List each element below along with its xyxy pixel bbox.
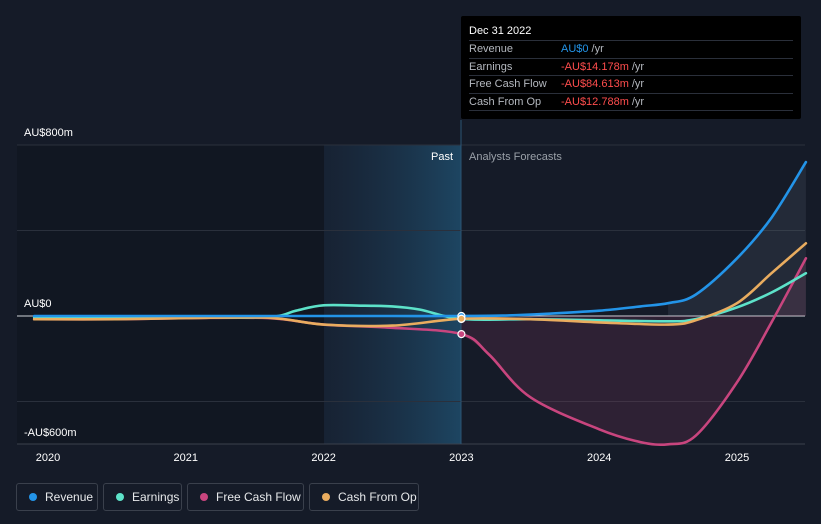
legend-label: Revenue	[45, 490, 94, 504]
tooltip-divider	[469, 110, 793, 111]
x-tick-label: 2022	[311, 452, 335, 464]
y-label-zero: AU$0	[24, 298, 52, 310]
x-axis-ticks: 2020 2021 2022 2023 2024 2025	[36, 452, 749, 464]
tooltip-row: Revenue AU$0/yr	[469, 40, 793, 58]
free-cash-flow-marker	[457, 329, 466, 339]
legend-item-cash-from-op[interactable]: Cash From Op	[309, 483, 419, 511]
x-tick-label: 2020	[36, 452, 60, 464]
past-period-shade	[324, 145, 461, 444]
legend-dot	[322, 493, 330, 501]
cash-from-op-line	[32, 242, 808, 328]
cash-from-op-marker	[457, 314, 466, 323]
series-lines	[32, 160, 808, 447]
legend-dot	[116, 493, 124, 501]
tooltip-panel: Dec 31 2022 Revenue AU$0/yr Earnings -AU$14…	[461, 16, 801, 119]
tooltip-row-value: AU$0/yr	[561, 43, 604, 55]
legend-item-revenue[interactable]: Revenue	[16, 483, 98, 511]
tooltip-date: Dec 31 2022	[469, 25, 532, 37]
tooltip-row-unit: /yr	[631, 60, 645, 73]
tooltip-row-value: -AU$12.788m/yr	[561, 95, 645, 108]
tooltip-row-label: Revenue	[469, 43, 514, 55]
tooltip-row-value: -AU$14.178m/yr	[561, 60, 645, 73]
tooltip-row: Earnings -AU$14.178m/yr	[469, 57, 793, 76]
tooltip-row-unit: /yr	[631, 95, 645, 108]
tooltip-row-unit: /yr	[591, 43, 604, 55]
legend-item-free-cash-flow[interactable]: Free Cash Flow	[187, 483, 304, 511]
tooltip-row-value: -AU$84.613m/yr	[561, 78, 645, 90]
x-tick-label: 2024	[587, 452, 611, 464]
tooltip-row-label: Free Cash Flow	[469, 78, 547, 90]
legend-label: Earnings	[132, 490, 180, 504]
legend-dot	[29, 493, 37, 501]
tooltip-row: Free Cash Flow -AU$84.613m/yr	[469, 75, 793, 93]
y-label-top: AU$800m	[24, 127, 73, 139]
legend-label: Free Cash Flow	[216, 490, 301, 504]
tooltip-row: Cash From Op -AU$12.788m/yr	[469, 92, 793, 111]
revenue-area	[668, 162, 806, 316]
forecast-label: Analysts Forecasts	[469, 151, 562, 163]
legend-label: Cash From Op	[338, 490, 417, 504]
tooltip-row-label: Cash From Op	[469, 95, 542, 108]
revenue-line	[32, 160, 808, 318]
y-label-bottom: -AU$600m	[24, 427, 77, 439]
x-tick-label: 2021	[174, 452, 198, 464]
x-tick-label: 2023	[449, 452, 473, 464]
forecast-area	[461, 162, 806, 445]
tooltip-row-unit: /yr	[631, 78, 645, 90]
tooltip-row-label: Earnings	[469, 60, 513, 73]
x-tick-label: 2025	[725, 452, 749, 464]
legend-item-earnings[interactable]: Earnings	[103, 483, 182, 511]
pre-period-shade	[17, 145, 324, 444]
past-label: Past	[431, 151, 453, 163]
legend-dot	[200, 493, 208, 501]
free-cash-flow-area	[461, 258, 806, 445]
tooltip-markers	[457, 311, 466, 339]
